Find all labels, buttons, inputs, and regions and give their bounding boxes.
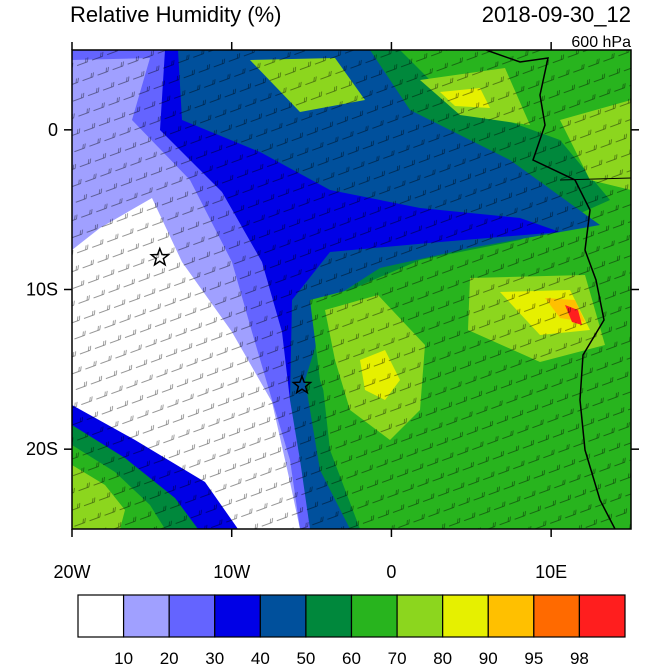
colorbar-box — [77, 594, 125, 638]
colorbar-label: 40 — [251, 649, 270, 667]
x-tick-label: 10W — [213, 562, 250, 582]
colorbar-box — [214, 594, 261, 638]
valid-time: 2018-09-30_12 — [482, 2, 631, 27]
markers — [149, 246, 313, 395]
humidity-field — [72, 50, 631, 529]
coastline — [485, 50, 616, 529]
pressure-level: 600 hPa — [571, 34, 631, 51]
y-tick-label: 0 — [48, 120, 58, 140]
colorbar-box — [396, 594, 444, 638]
colorbar-label: 10 — [114, 649, 133, 667]
borders — [559, 177, 631, 181]
colorbar-label: 60 — [342, 649, 361, 667]
colorbar-box — [578, 594, 626, 638]
colorbar-label: 30 — [205, 649, 224, 667]
colorbar-box — [122, 594, 170, 638]
colorbar-label: 90 — [479, 649, 498, 667]
y-tick-label: 10S — [26, 280, 58, 300]
colorbar-box — [168, 594, 216, 638]
y-tick-label: 20S — [26, 439, 58, 459]
colorbar-label: 20 — [160, 649, 179, 667]
colorbar: 10 20 30 40 50 60 70 80 90 95 98 — [77, 594, 626, 668]
wind-barbs — [72, 50, 631, 529]
axes: 20W 10W 0 10E 0 10S 20S — [26, 42, 639, 582]
x-tick-label: 20W — [53, 562, 90, 582]
colorbar-box — [533, 594, 581, 638]
colorbar-label: 50 — [296, 649, 315, 667]
x-tick-label: 10E — [535, 562, 567, 582]
colorbar-box — [259, 594, 307, 638]
colorbar-label: 80 — [433, 649, 452, 667]
title: Relative Humidity (%) — [70, 2, 282, 27]
colorbar-box — [350, 594, 398, 638]
colorbar-box — [487, 594, 535, 638]
station-star — [291, 374, 313, 395]
colorbar-label: 95 — [524, 649, 543, 667]
colorbar-box — [305, 594, 353, 638]
colorbar-label: 70 — [388, 649, 407, 667]
station-star — [149, 246, 171, 267]
colorbar-label: 98 — [570, 649, 589, 667]
x-tick-label: 0 — [386, 562, 396, 582]
colorbar-box — [442, 594, 489, 638]
